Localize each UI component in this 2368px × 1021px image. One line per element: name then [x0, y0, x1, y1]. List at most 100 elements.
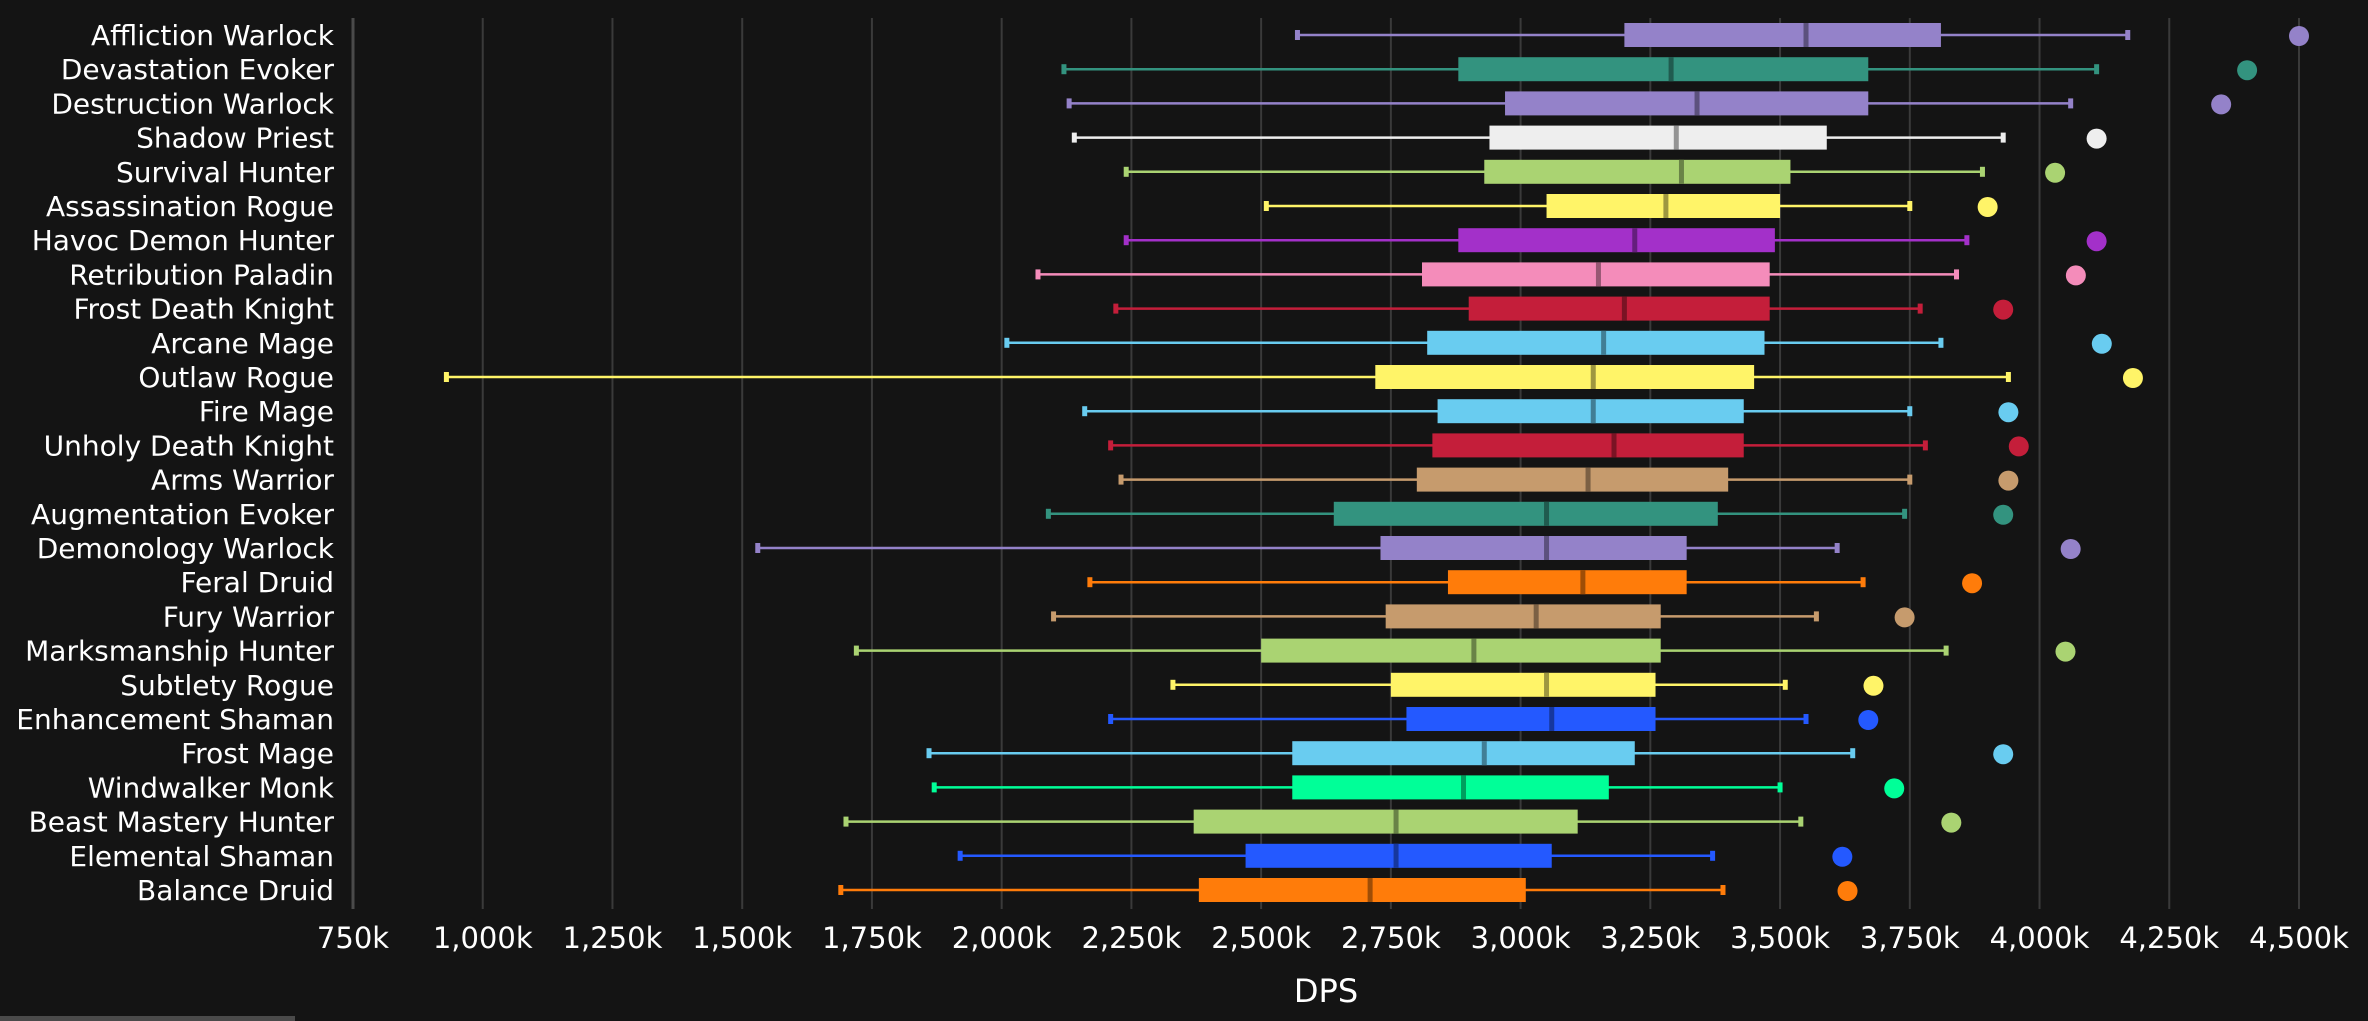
max-point — [2211, 94, 2232, 115]
median-marker — [1393, 843, 1399, 868]
box-row — [838, 878, 1858, 902]
whisker-min-cap — [755, 543, 761, 553]
iqr-box — [1198, 878, 1526, 902]
whisker-min-cap — [1004, 337, 1010, 348]
median-marker — [1595, 262, 1601, 287]
spec-label: Enhancement Shaman — [16, 703, 334, 736]
median-marker — [1611, 433, 1617, 458]
iqr-box — [1458, 57, 1869, 82]
iqr-box — [1447, 570, 1687, 595]
box-row — [443, 365, 2143, 389]
whisker-max-cap — [1710, 850, 1716, 861]
max-point — [1998, 402, 2019, 423]
box-row — [1066, 91, 2232, 116]
x-tick-label: 2,250k — [1081, 921, 1181, 955]
max-point — [1858, 710, 1879, 730]
box-row — [1118, 467, 2019, 492]
x-tick-label: 3,500k — [1730, 921, 1830, 955]
iqr-box — [1375, 365, 1755, 389]
x-tick-label: 3,750k — [1860, 921, 1960, 955]
whisker-max-cap — [1979, 166, 1985, 177]
whisker-min-cap — [843, 816, 849, 827]
spec-label: Balance Druid — [137, 874, 334, 907]
max-point — [1941, 812, 1962, 833]
x-tick-label: 1,250k — [563, 921, 663, 955]
spec-label: Devastation Evoker — [61, 53, 335, 86]
x-axis-ticks: 750k 1,000k 1,250k 1,500k 1,750k 2,000k 2,250k… — [317, 921, 2349, 955]
max-point — [2055, 641, 2076, 662]
horizontal-scrollbar[interactable] — [0, 1016, 295, 1021]
iqr-box — [1427, 330, 1765, 355]
max-point — [1993, 504, 2014, 525]
box-row — [1045, 501, 2014, 526]
whisker-min-cap — [1071, 132, 1077, 143]
x-tick-label: 750k — [317, 921, 389, 955]
box-row — [957, 843, 1853, 868]
whisker-max-cap — [1922, 440, 1928, 451]
x-tick-label: 1,750k — [822, 921, 922, 955]
whisker-min-cap — [853, 645, 859, 656]
box-row — [1061, 57, 2258, 82]
iqr-box — [1416, 467, 1729, 492]
max-point — [1837, 881, 1858, 901]
box-row — [1170, 672, 1884, 697]
median-marker — [1393, 809, 1399, 834]
whisker-max-cap — [1917, 303, 1923, 314]
whisker-min-cap — [1123, 235, 1129, 246]
spec-label: Frost Mage — [181, 737, 334, 770]
median-marker — [1590, 365, 1596, 389]
spec-label: Assassination Rogue — [46, 190, 334, 223]
whisker-min-cap — [443, 372, 449, 382]
iqr-box — [1385, 604, 1661, 629]
iqr-box — [1292, 741, 1635, 766]
max-point — [1998, 470, 2019, 491]
max-point — [1894, 607, 1915, 628]
whisker-min-cap — [1170, 679, 1176, 690]
max-point — [2122, 368, 2143, 388]
median-marker — [1471, 638, 1477, 663]
iqr-box — [1489, 125, 1827, 150]
whisker-min-cap — [1061, 64, 1067, 75]
spec-label: Marksmanship Hunter — [25, 635, 334, 668]
iqr-box — [1245, 843, 1552, 868]
median-marker — [1367, 878, 1373, 902]
spec-label: Windwalker Monk — [88, 771, 335, 804]
whisker-min-cap — [1113, 303, 1119, 314]
spec-label: Augmentation Evoker — [31, 498, 334, 531]
spec-label: Shadow Priest — [136, 122, 334, 155]
spec-label: Havoc Demon Hunter — [32, 224, 335, 257]
spec-label: Affliction Warlock — [91, 19, 335, 52]
whisker-min-cap — [1066, 98, 1072, 109]
whisker-min-cap — [1263, 201, 1269, 211]
box-row — [1123, 228, 2107, 253]
x-tick-label: 2,500k — [1211, 921, 1311, 955]
whisker-max-cap — [1803, 714, 1809, 724]
spec-label: Outlaw Rogue — [138, 361, 334, 394]
spec-label: Subtlety Rogue — [120, 669, 334, 702]
max-point — [2008, 436, 2029, 457]
median-marker — [1585, 467, 1591, 492]
whisker-min-cap — [1045, 508, 1051, 519]
median-marker — [1601, 330, 1607, 355]
box-row — [1082, 399, 2019, 424]
iqr-box — [1422, 262, 1770, 287]
x-tick-label: 4,250k — [2119, 921, 2219, 955]
median-marker — [1461, 775, 1467, 800]
whisker-max-cap — [1964, 235, 1970, 246]
box-row — [1263, 194, 1998, 218]
box-row — [1087, 570, 1983, 595]
whisker-min-cap — [1035, 269, 1041, 280]
x-tick-label: 4,500k — [2249, 921, 2349, 955]
spec-label: Frost Death Knight — [73, 293, 334, 326]
whisker-max-cap — [1938, 337, 1944, 348]
median-marker — [1549, 707, 1555, 731]
median-marker — [1678, 159, 1684, 184]
max-point — [1863, 675, 1884, 696]
whisker-min-cap — [1108, 714, 1114, 724]
median-marker — [1590, 399, 1596, 424]
spec-label: Retribution Paladin — [69, 258, 334, 291]
whisker-max-cap — [1813, 611, 1819, 622]
whisker-max-cap — [2000, 132, 2006, 143]
box-row — [931, 775, 1905, 800]
